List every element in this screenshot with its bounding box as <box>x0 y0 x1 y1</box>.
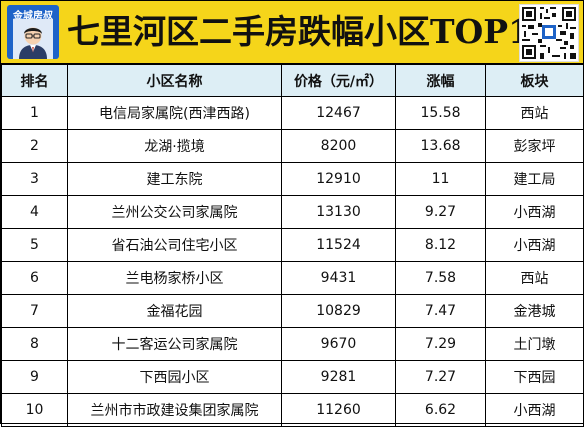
table-row: 9 下西园小区 9281 7.27 下西园 <box>1 360 584 394</box>
price-cell: 9670 <box>281 327 396 361</box>
table-row: 4 兰州公交公司家属院 13130 9.27 小西湖 <box>1 195 584 229</box>
rank-cell: 8 <box>1 327 68 361</box>
rank-cell: 4 <box>1 195 68 229</box>
column-header-price: 价格（元/㎡） <box>281 64 396 97</box>
community-cell: 兰州市市政建设集团家属院 <box>67 393 282 427</box>
area-cell: 西站 <box>485 261 584 295</box>
price-cell: 12910 <box>281 162 396 196</box>
avatar-icon <box>13 19 53 59</box>
change-cell: 15.58 <box>395 96 486 130</box>
community-cell: 兰州公交公司家属院 <box>67 195 282 229</box>
rank-cell: 3 <box>1 162 68 196</box>
community-cell: 电信局家属院(西津西路) <box>67 96 282 130</box>
community-cell: 下西园小区 <box>67 360 282 394</box>
price-cell: 11260 <box>281 393 396 427</box>
brand-logo-text: 金城房叔 <box>13 11 53 22</box>
community-cell: 建工东院 <box>67 162 282 196</box>
price-cell: 12467 <box>281 96 396 130</box>
community-cell: 十二客运公司家属院 <box>67 327 282 361</box>
title-banner: 金城房叔 七里河区二手房跌幅小区TOP10 <box>1 1 583 64</box>
community-cell: 龙湖·揽境 <box>67 129 282 163</box>
area-cell: 土门墩 <box>485 327 584 361</box>
area-cell: 小西湖 <box>485 195 584 229</box>
price-cell: 10829 <box>281 294 396 328</box>
community-cell: 兰电杨家桥小区 <box>67 261 282 295</box>
area-cell: 彭家坪 <box>485 129 584 163</box>
table-row: 2 龙湖·揽境 8200 13.68 彭家坪 <box>1 129 584 163</box>
column-header-area: 板块 <box>485 64 584 97</box>
table-row: 6 兰电杨家桥小区 9431 7.58 西站 <box>1 261 584 295</box>
change-cell: 7.58 <box>395 261 486 295</box>
price-cell: 9431 <box>281 261 396 295</box>
change-cell: 11 <box>395 162 486 196</box>
qr-code-icon <box>519 4 579 62</box>
table-row: 1 电信局家属院(西津西路) 12467 15.58 西站 <box>1 96 584 130</box>
table-header-row: 排名 小区名称 价格（元/㎡） 涨幅 板块 <box>1 64 584 97</box>
table-row: 5 省石油公司住宅小区 11524 8.12 小西湖 <box>1 228 584 262</box>
rank-cell: 1 <box>1 96 68 130</box>
table-row: 3 建工东院 12910 11 建工局 <box>1 162 584 196</box>
price-cell: 11524 <box>281 228 396 262</box>
change-cell: 7.29 <box>395 327 486 361</box>
page-title: 七里河区二手房跌幅小区TOP10 <box>67 12 555 51</box>
column-header-change: 涨幅 <box>395 64 486 97</box>
price-cell: 8200 <box>281 129 396 163</box>
community-cell: 金福花园 <box>67 294 282 328</box>
brand-logo: 金城房叔 <box>7 5 59 59</box>
rank-cell: 7 <box>1 294 68 328</box>
area-cell: 下西园 <box>485 360 584 394</box>
area-cell: 小西湖 <box>485 393 584 427</box>
table-row: 8 十二客运公司家属院 9670 7.29 土门墩 <box>1 327 584 361</box>
area-cell: 小西湖 <box>485 228 584 262</box>
rank-cell: 6 <box>1 261 68 295</box>
change-cell: 13.68 <box>395 129 486 163</box>
column-header-community: 小区名称 <box>67 64 282 97</box>
table-row: 10 兰州市市政建设集团家属院 11260 6.62 小西湖 <box>1 393 584 427</box>
ranking-table: 排名 小区名称 价格（元/㎡） 涨幅 板块 1 电信局家属院(西津西路) 124… <box>1 64 584 427</box>
rank-cell: 5 <box>1 228 68 262</box>
price-cell: 13130 <box>281 195 396 229</box>
change-cell: 7.27 <box>395 360 486 394</box>
change-cell: 8.12 <box>395 228 486 262</box>
community-cell: 省石油公司住宅小区 <box>67 228 282 262</box>
rank-cell: 10 <box>1 393 68 427</box>
rank-cell: 9 <box>1 360 68 394</box>
table-row: 7 金福花园 10829 7.47 金港城 <box>1 294 584 328</box>
rank-cell: 2 <box>1 129 68 163</box>
area-cell: 金港城 <box>485 294 584 328</box>
area-cell: 建工局 <box>485 162 584 196</box>
change-cell: 9.27 <box>395 195 486 229</box>
column-header-rank: 排名 <box>1 64 68 97</box>
change-cell: 6.62 <box>395 393 486 427</box>
change-cell: 7.47 <box>395 294 486 328</box>
price-cell: 9281 <box>281 360 396 394</box>
area-cell: 西站 <box>485 96 584 130</box>
